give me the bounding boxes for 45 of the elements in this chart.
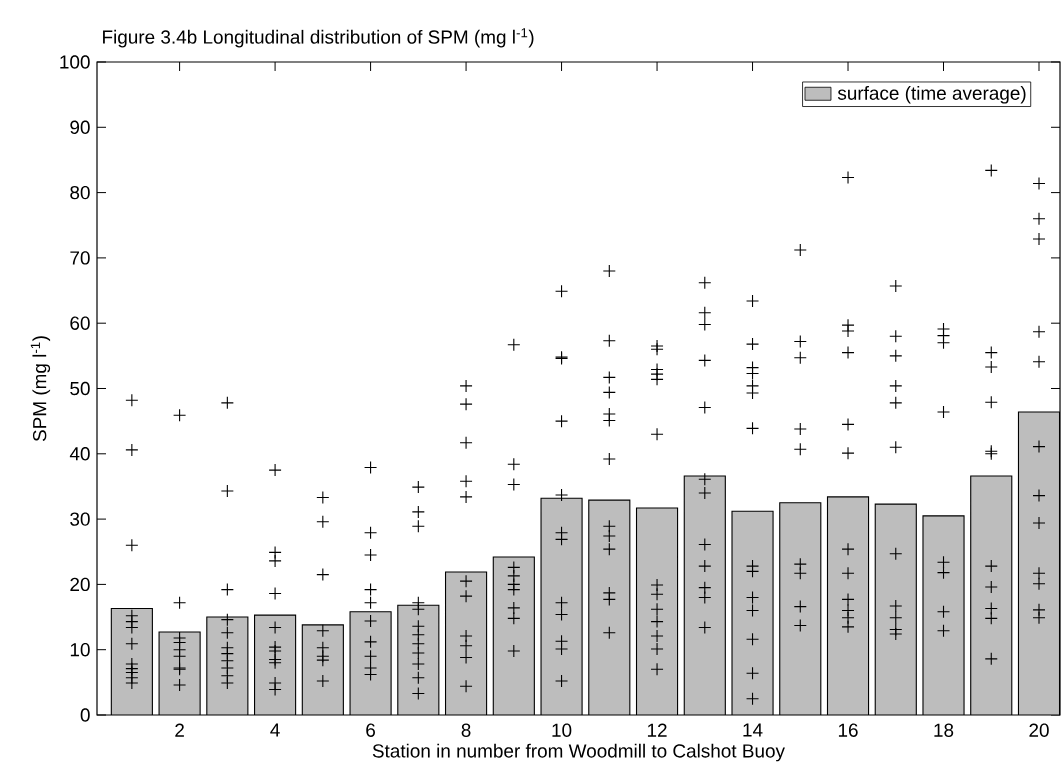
y-tick-label: 40 — [69, 447, 90, 461]
y-tick-label: 90 — [70, 120, 90, 134]
bar — [206, 617, 248, 715]
bar — [875, 504, 917, 715]
y-axis-title: SPM (mg l$^{-1}$) — [30, 336, 51, 442]
x-tick-label: 16 — [838, 723, 858, 737]
bar — [732, 511, 774, 715]
y-tick-label: 100 — [60, 55, 90, 69]
x-tick-label: 4 — [270, 723, 280, 737]
y-tick-label: 0 — [80, 708, 90, 722]
y-tick-label: 50 — [70, 381, 90, 396]
x-axis-title: Station in number from Woodmill to Calshot Buoy — [372, 743, 785, 762]
y-tick-label: 10 — [70, 643, 90, 657]
bar — [1017, 411, 1061, 715]
bar — [636, 508, 678, 715]
y-tick-label: 60 — [70, 316, 90, 330]
x-tick-label: 2 — [175, 723, 184, 737]
bar — [588, 500, 630, 715]
y-tick-label: 70 — [70, 251, 90, 265]
y-tick-label: 30 — [70, 512, 90, 526]
legend-label: surface (time average) — [837, 85, 1026, 104]
bar — [970, 476, 1012, 715]
x-tick-label: 18 — [934, 723, 954, 737]
bar — [350, 611, 392, 715]
bar — [684, 476, 726, 715]
x-tick-label: 8 — [461, 723, 471, 737]
bar — [397, 605, 439, 715]
chart-title: Figure 3.4b Longitudinal distribution of SPM (mg l$^{-1}$) — [103, 28, 534, 48]
x-tick-label: 6 — [366, 723, 375, 737]
bar — [159, 632, 201, 715]
bar — [302, 624, 344, 715]
x-tick-label: 20 — [1029, 723, 1049, 737]
y-tick-label: 20 — [70, 577, 90, 592]
bar — [445, 571, 487, 715]
x-tick-label: 12 — [647, 723, 667, 737]
bar — [827, 496, 869, 715]
bar — [254, 615, 296, 715]
bar — [541, 498, 583, 715]
x-tick-label: 14 — [743, 723, 763, 737]
x-tick-label: 10 — [552, 723, 572, 737]
bar — [779, 502, 821, 715]
bar — [922, 515, 965, 715]
bar — [493, 556, 535, 715]
y-tick-label: 80 — [70, 185, 90, 200]
bar — [111, 608, 153, 715]
